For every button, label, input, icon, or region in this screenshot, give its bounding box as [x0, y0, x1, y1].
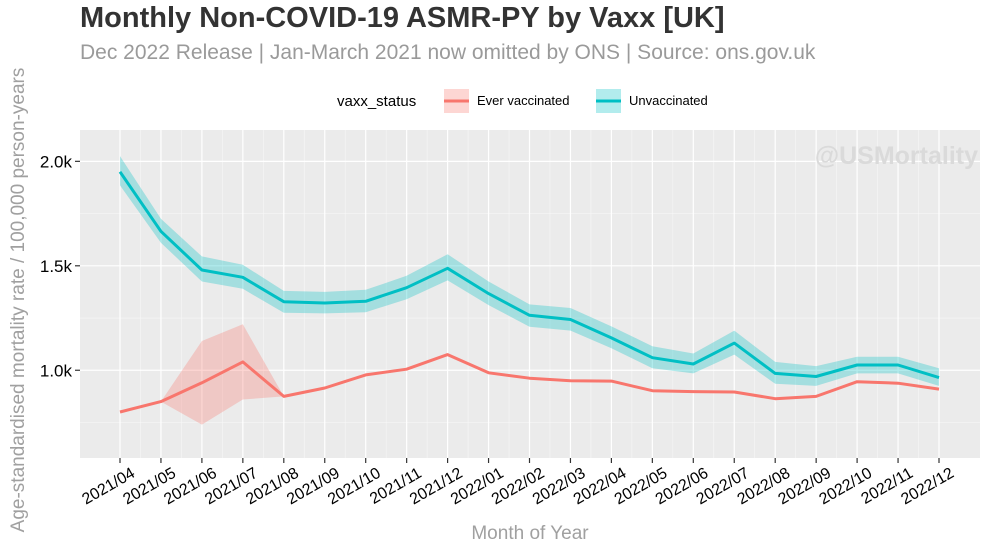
- series-layer: [118, 156, 940, 425]
- legend-label-unvaccinated: Unvaccinated: [629, 93, 708, 108]
- legend: vaxx_status Ever vaccinated Unvaccinated: [337, 89, 708, 113]
- gridlines: [80, 130, 980, 458]
- legend-key-ever-vaccinated: [444, 89, 469, 113]
- y-tick-label: 1.5k: [40, 257, 73, 276]
- y-tick-label: 1.0k: [40, 361, 73, 380]
- ribbon-ever-vaccinated: [120, 324, 939, 425]
- chart-subtitle: Dec 2022 Release | Jan-March 2021 now om…: [80, 41, 816, 64]
- legend-title: vaxx_status: [337, 93, 416, 110]
- ribbon-unvaccinated: [120, 156, 939, 386]
- chart-title: Monthly Non-COVID-19 ASMR-PY by Vaxx [UK…: [80, 2, 725, 34]
- watermark: @USMortality: [815, 142, 978, 170]
- y-tick-label: 2.0k: [40, 152, 73, 171]
- legend-label-ever-vaccinated: Ever vaccinated: [477, 93, 570, 108]
- y-axis-title: Age-standardised mortality rate / 100,00…: [8, 68, 29, 533]
- legend-key-unvaccinated: [596, 89, 621, 113]
- x-axis-title: Month of Year: [471, 523, 589, 544]
